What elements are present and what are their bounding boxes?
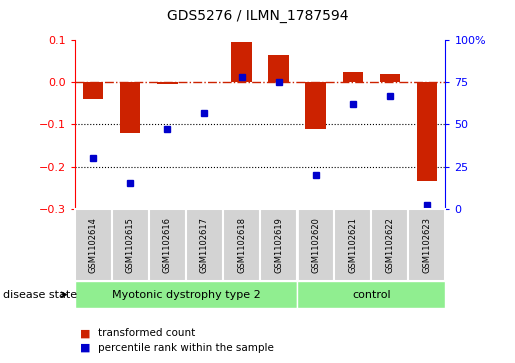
Bar — [417, 82, 437, 181]
Bar — [223, 209, 260, 281]
Bar — [305, 82, 326, 129]
Text: GSM1102618: GSM1102618 — [237, 217, 246, 273]
Text: transformed count: transformed count — [98, 328, 195, 338]
Text: GSM1102615: GSM1102615 — [126, 217, 135, 273]
Bar — [371, 209, 408, 281]
Bar — [75, 209, 112, 281]
Bar — [268, 55, 289, 82]
Bar — [83, 82, 104, 99]
Bar — [112, 209, 149, 281]
Bar — [231, 42, 252, 82]
Text: GSM1102623: GSM1102623 — [422, 217, 432, 273]
Text: Myotonic dystrophy type 2: Myotonic dystrophy type 2 — [112, 290, 260, 299]
Bar — [334, 209, 371, 281]
Bar — [297, 281, 445, 308]
Text: ■: ■ — [80, 343, 90, 353]
Bar — [297, 209, 334, 281]
Text: percentile rank within the sample: percentile rank within the sample — [98, 343, 274, 353]
Text: GSM1102617: GSM1102617 — [200, 217, 209, 273]
Bar — [408, 209, 445, 281]
Text: GSM1102621: GSM1102621 — [348, 217, 357, 273]
Text: disease state: disease state — [3, 290, 77, 299]
Text: GDS5276 / ILMN_1787594: GDS5276 / ILMN_1787594 — [167, 9, 348, 23]
Text: control: control — [352, 290, 391, 299]
Text: GSM1102619: GSM1102619 — [274, 217, 283, 273]
Bar — [186, 209, 223, 281]
Text: GSM1102622: GSM1102622 — [385, 217, 394, 273]
Bar — [120, 82, 141, 133]
Text: GSM1102620: GSM1102620 — [311, 217, 320, 273]
Text: GSM1102616: GSM1102616 — [163, 217, 172, 273]
Bar — [342, 72, 363, 82]
Text: ■: ■ — [80, 328, 90, 338]
Bar — [380, 74, 400, 82]
Bar — [157, 82, 178, 84]
Bar — [149, 209, 186, 281]
Bar — [260, 209, 297, 281]
Text: GSM1102614: GSM1102614 — [89, 217, 98, 273]
Bar — [75, 281, 297, 308]
